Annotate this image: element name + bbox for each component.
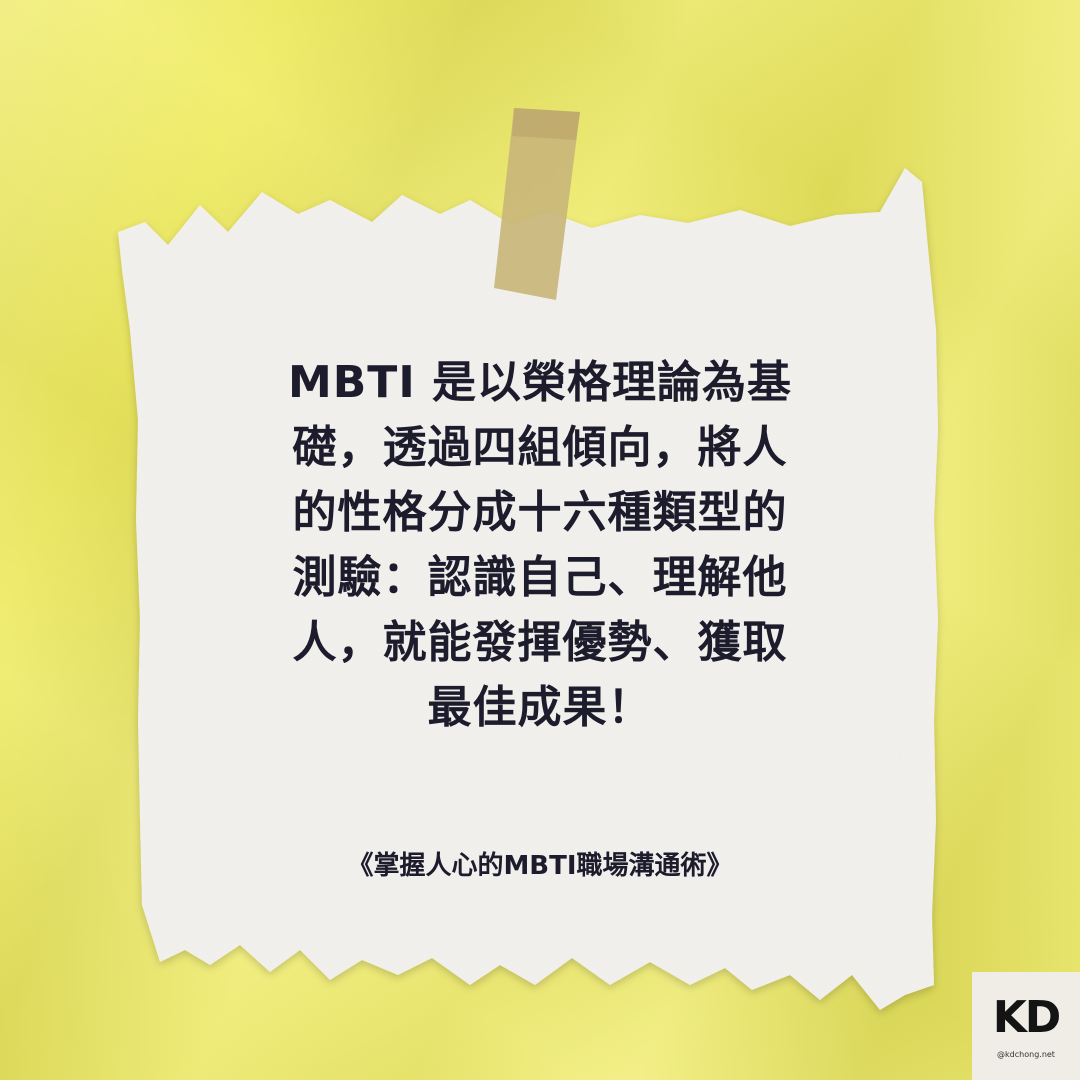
logo-mark: KD [992,992,1062,1043]
quote-line: 礎，透過四組傾向，將人 [292,422,788,473]
book-source: 《掌握人心的MBTI職場溝通術》 [347,851,733,881]
kd-logo: KD @kdchong.net [972,972,1080,1080]
quote-line: 人，就能發揮優勢、獲取 [292,617,788,668]
quote-line: 測驗：認識自己、理解他 [292,552,788,603]
logo-handle: @kdchong.net [997,1050,1055,1059]
masking-tape [494,108,580,300]
quote-line: 最佳成果！ [427,682,653,733]
quote-line: 的性格分成十六種類型的 [292,487,788,538]
quote-text: MBTI 是以榮格理論為基 礎，透過四組傾向，將人 的性格分成十六種類型的 測驗… [230,350,850,740]
quote-line: MBTI 是以榮格理論為基 [287,357,793,408]
